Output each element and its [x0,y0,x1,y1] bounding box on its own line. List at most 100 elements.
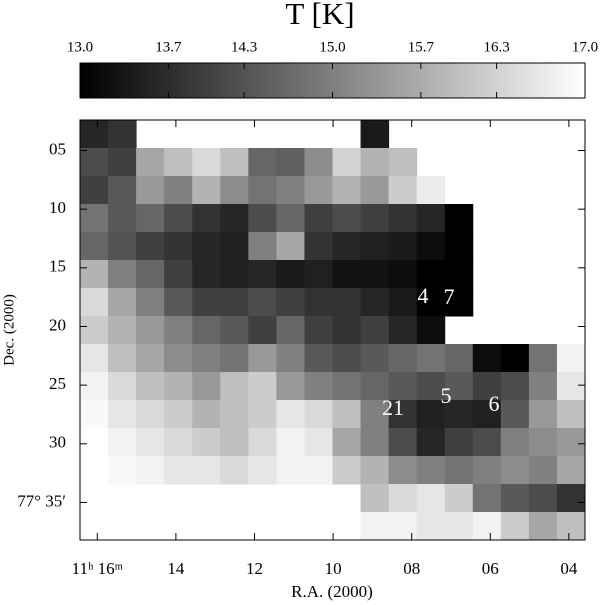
annotation: 21 [382,395,404,420]
cell [388,204,418,233]
cell [444,344,474,373]
cell [500,512,530,541]
cell [108,260,137,289]
cell [500,344,530,373]
y-tick-label: 30 [49,433,66,452]
cell [164,148,193,177]
cell [472,428,502,457]
cell [416,344,446,373]
cell [416,204,446,233]
cell [108,428,137,457]
cell [332,204,362,233]
cell [444,400,474,429]
cell [304,260,333,289]
cell [444,456,474,485]
cell [416,400,446,429]
cell [108,232,137,261]
cell [276,232,305,261]
cell [500,428,530,457]
cell [248,288,277,317]
cell [332,148,362,177]
cell [360,204,390,233]
x-tick-label: 06 [482,559,499,578]
cell [164,344,193,373]
cell [80,344,109,373]
cell [332,456,362,485]
cell [248,204,277,233]
cell [528,512,558,541]
cell [388,316,418,345]
cell [248,456,277,485]
colorbar-tick-label: 15.0 [319,39,345,55]
cell [416,428,446,457]
cell [528,372,558,401]
cell [136,204,165,233]
cell [108,176,137,205]
cell [80,316,109,345]
cell [220,232,249,261]
cell [192,260,221,289]
cell [220,456,249,485]
annotation: 4 [418,283,429,308]
cell [528,400,558,429]
cell [80,176,109,205]
cell [220,372,249,401]
cell [136,176,165,205]
cell [500,484,530,513]
plot-frame [79,119,586,541]
cell [500,456,530,485]
cell [164,204,193,233]
cell [304,400,333,429]
cell [332,428,362,457]
cell [388,372,418,401]
cell [192,148,221,177]
colorbar-tick-label: 15.7 [408,39,435,55]
cell [276,288,305,317]
cell [416,372,446,401]
cell [388,428,418,457]
cell [164,456,193,485]
cell [444,484,474,513]
cell [192,344,221,373]
cell [248,148,277,177]
cell [528,484,558,513]
cell [360,400,390,429]
cell [248,232,277,261]
cell [360,260,390,289]
cell [80,120,109,149]
cell [220,400,249,429]
cell [416,456,446,485]
colorbar-tick-label: 14.3 [231,39,257,55]
cell [276,456,305,485]
cell [304,344,333,373]
cell [164,232,193,261]
cell [108,120,137,149]
cell [80,400,109,429]
x-axis-label: R.A. (2000) [291,582,373,601]
cell [500,400,530,429]
cell [444,204,474,233]
cell [108,400,137,429]
colorbar-tick-label: 16.3 [484,39,510,55]
cell [556,456,586,485]
cell [528,456,558,485]
cell [332,176,362,205]
cell [192,372,221,401]
cell [332,400,362,429]
cell [304,204,333,233]
cell [304,456,333,485]
cell [192,316,221,345]
cell [80,232,109,261]
cell [276,148,305,177]
cell [388,512,418,541]
cell [416,176,446,205]
cell [388,260,418,289]
cell [388,232,418,261]
cell [528,428,558,457]
cell [472,400,502,429]
cell [248,344,277,373]
cell [164,428,193,457]
cell [388,288,418,317]
cell [304,372,333,401]
